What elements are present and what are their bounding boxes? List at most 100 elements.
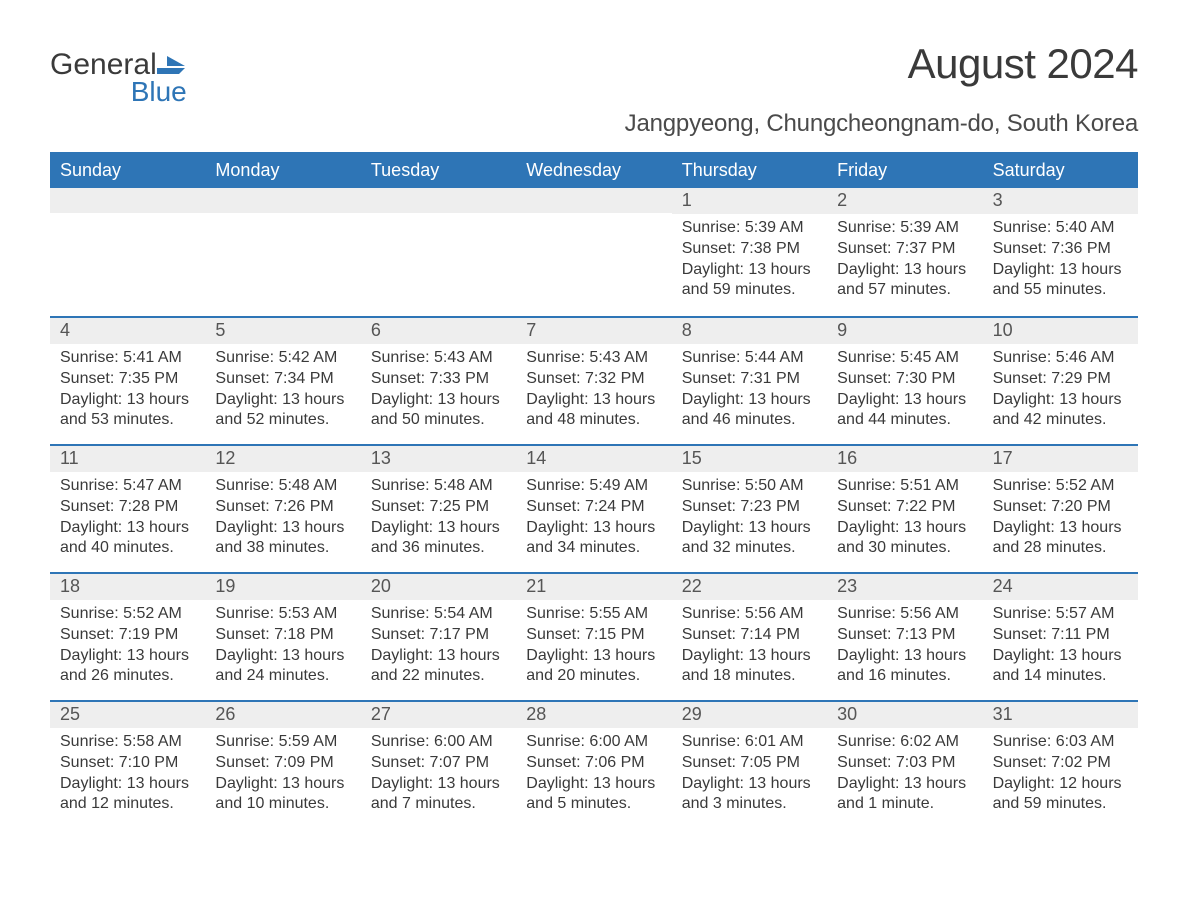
day-details: Sunrise: 5:58 AMSunset: 7:10 PMDaylight:… <box>60 732 195 815</box>
weekday-header: Wednesday <box>516 154 671 188</box>
day-details: Sunrise: 5:51 AMSunset: 7:22 PMDaylight:… <box>837 476 972 559</box>
calendar: SundayMondayTuesdayWednesdayThursdayFrid… <box>50 152 1138 828</box>
weekday-header: Sunday <box>50 154 205 188</box>
daylight: Daylight: 13 hours and 42 minutes. <box>993 390 1128 432</box>
daylight: Daylight: 13 hours and 48 minutes. <box>526 390 661 432</box>
daylight: Daylight: 13 hours and 40 minutes. <box>60 518 195 560</box>
calendar-day-empty <box>50 188 205 316</box>
sunset: Sunset: 7:32 PM <box>526 369 661 390</box>
calendar-day-empty <box>205 188 360 316</box>
daylight: Daylight: 13 hours and 28 minutes. <box>993 518 1128 560</box>
calendar-day: 4Sunrise: 5:41 AMSunset: 7:35 PMDaylight… <box>50 318 205 444</box>
calendar-day: 11Sunrise: 5:47 AMSunset: 7:28 PMDayligh… <box>50 446 205 572</box>
sunrise: Sunrise: 5:51 AM <box>837 476 972 497</box>
sunset: Sunset: 7:22 PM <box>837 497 972 518</box>
sunrise: Sunrise: 6:00 AM <box>371 732 506 753</box>
day-details: Sunrise: 5:52 AMSunset: 7:19 PMDaylight:… <box>60 604 195 687</box>
sunrise: Sunrise: 5:43 AM <box>526 348 661 369</box>
daylight: Daylight: 13 hours and 12 minutes. <box>60 774 195 816</box>
sunset: Sunset: 7:18 PM <box>215 625 350 646</box>
day-number: 4 <box>50 318 205 344</box>
calendar-day-empty <box>516 188 671 316</box>
weekday-header: Tuesday <box>361 154 516 188</box>
calendar-day: 18Sunrise: 5:52 AMSunset: 7:19 PMDayligh… <box>50 574 205 700</box>
sunset: Sunset: 7:07 PM <box>371 753 506 774</box>
sunrise: Sunrise: 5:56 AM <box>837 604 972 625</box>
day-details: Sunrise: 5:48 AMSunset: 7:25 PMDaylight:… <box>371 476 506 559</box>
calendar-day: 14Sunrise: 5:49 AMSunset: 7:24 PMDayligh… <box>516 446 671 572</box>
day-number: 21 <box>516 574 671 600</box>
sunrise: Sunrise: 5:44 AM <box>682 348 817 369</box>
sunrise: Sunrise: 5:54 AM <box>371 604 506 625</box>
day-details: Sunrise: 5:54 AMSunset: 7:17 PMDaylight:… <box>371 604 506 687</box>
day-number: 29 <box>672 702 827 728</box>
day-number: 20 <box>361 574 516 600</box>
sunrise: Sunrise: 6:03 AM <box>993 732 1128 753</box>
sunrise: Sunrise: 5:57 AM <box>993 604 1128 625</box>
sunset: Sunset: 7:10 PM <box>60 753 195 774</box>
calendar-week: 18Sunrise: 5:52 AMSunset: 7:19 PMDayligh… <box>50 572 1138 700</box>
day-number: 12 <box>205 446 360 472</box>
daylight: Daylight: 13 hours and 50 minutes. <box>371 390 506 432</box>
sunrise: Sunrise: 5:48 AM <box>371 476 506 497</box>
day-details: Sunrise: 5:56 AMSunset: 7:13 PMDaylight:… <box>837 604 972 687</box>
daylight: Daylight: 13 hours and 22 minutes. <box>371 646 506 688</box>
day-number <box>205 188 360 213</box>
sunset: Sunset: 7:30 PM <box>837 369 972 390</box>
calendar-day: 31Sunrise: 6:03 AMSunset: 7:02 PMDayligh… <box>983 702 1138 828</box>
calendar-day: 24Sunrise: 5:57 AMSunset: 7:11 PMDayligh… <box>983 574 1138 700</box>
calendar-day: 9Sunrise: 5:45 AMSunset: 7:30 PMDaylight… <box>827 318 982 444</box>
calendar-day: 25Sunrise: 5:58 AMSunset: 7:10 PMDayligh… <box>50 702 205 828</box>
sunset: Sunset: 7:29 PM <box>993 369 1128 390</box>
sunset: Sunset: 7:14 PM <box>682 625 817 646</box>
calendar-week: 11Sunrise: 5:47 AMSunset: 7:28 PMDayligh… <box>50 444 1138 572</box>
day-number: 3 <box>983 188 1138 214</box>
sunrise: Sunrise: 5:50 AM <box>682 476 817 497</box>
daylight: Daylight: 13 hours and 38 minutes. <box>215 518 350 560</box>
daylight: Daylight: 13 hours and 5 minutes. <box>526 774 661 816</box>
sunrise: Sunrise: 5:58 AM <box>60 732 195 753</box>
day-details: Sunrise: 5:47 AMSunset: 7:28 PMDaylight:… <box>60 476 195 559</box>
sunset: Sunset: 7:25 PM <box>371 497 506 518</box>
day-number: 31 <box>983 702 1138 728</box>
day-details: Sunrise: 5:52 AMSunset: 7:20 PMDaylight:… <box>993 476 1128 559</box>
daylight: Daylight: 13 hours and 53 minutes. <box>60 390 195 432</box>
calendar-day: 1 Sunrise: 5:39 AMSunset: 7:38 PMDaylight… <box>672 188 827 316</box>
sunset: Sunset: 7:36 PM <box>993 239 1128 260</box>
sunset: Sunset: 7:31 PM <box>682 369 817 390</box>
day-details: Sunrise: 6:00 AMSunset: 7:07 PMDaylight:… <box>371 732 506 815</box>
calendar-day: 22Sunrise: 5:56 AMSunset: 7:14 PMDayligh… <box>672 574 827 700</box>
sunrise: Sunrise: 5:52 AM <box>60 604 195 625</box>
daylight: Daylight: 13 hours and 20 minutes. <box>526 646 661 688</box>
sunset: Sunset: 7:33 PM <box>371 369 506 390</box>
day-number: 24 <box>983 574 1138 600</box>
calendar-day: 7Sunrise: 5:43 AMSunset: 7:32 PMDaylight… <box>516 318 671 444</box>
day-details: Sunrise: 5:46 AMSunset: 7:29 PMDaylight:… <box>993 348 1128 431</box>
sunset: Sunset: 7:06 PM <box>526 753 661 774</box>
day-number: 1 <box>672 188 827 214</box>
calendar-day: 29Sunrise: 6:01 AMSunset: 7:05 PMDayligh… <box>672 702 827 828</box>
calendar-week: 4Sunrise: 5:41 AMSunset: 7:35 PMDaylight… <box>50 316 1138 444</box>
day-details: Sunrise: 5:53 AMSunset: 7:18 PMDaylight:… <box>215 604 350 687</box>
day-details: Sunrise: 5:43 AMSunset: 7:33 PMDaylight:… <box>371 348 506 431</box>
sunset: Sunset: 7:13 PM <box>837 625 972 646</box>
sunrise: Sunrise: 5:56 AM <box>682 604 817 625</box>
sunset: Sunset: 7:28 PM <box>60 497 195 518</box>
day-number: 2 <box>827 188 982 214</box>
daylight: Daylight: 13 hours and 24 minutes. <box>215 646 350 688</box>
day-number: 10 <box>983 318 1138 344</box>
day-details: Sunrise: 5:55 AMSunset: 7:15 PMDaylight:… <box>526 604 661 687</box>
sunset: Sunset: 7:35 PM <box>60 369 195 390</box>
day-details: Sunrise: 5:49 AMSunset: 7:24 PMDaylight:… <box>526 476 661 559</box>
daylight: Daylight: 13 hours and 34 minutes. <box>526 518 661 560</box>
day-number: 26 <box>205 702 360 728</box>
calendar-day: 16Sunrise: 5:51 AMSunset: 7:22 PMDayligh… <box>827 446 982 572</box>
sunset: Sunset: 7:05 PM <box>682 753 817 774</box>
sunset: Sunset: 7:02 PM <box>993 753 1128 774</box>
day-details: Sunrise: 5:48 AMSunset: 7:26 PMDaylight:… <box>215 476 350 559</box>
calendar-day: 15Sunrise: 5:50 AMSunset: 7:23 PMDayligh… <box>672 446 827 572</box>
day-details: Sunrise: 5:39 AMSunset: 7:38 PMDaylight:… <box>682 218 817 301</box>
sunset: Sunset: 7:37 PM <box>837 239 972 260</box>
sunset: Sunset: 7:11 PM <box>993 625 1128 646</box>
calendar-day: 6Sunrise: 5:43 AMSunset: 7:33 PMDaylight… <box>361 318 516 444</box>
